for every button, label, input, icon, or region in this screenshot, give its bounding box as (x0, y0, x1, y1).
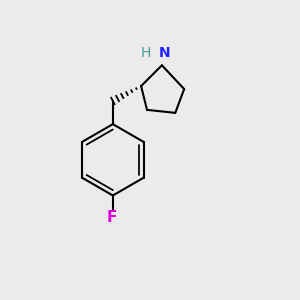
Text: F: F (106, 210, 116, 225)
Text: N: N (159, 46, 171, 60)
Text: H: H (140, 46, 151, 60)
